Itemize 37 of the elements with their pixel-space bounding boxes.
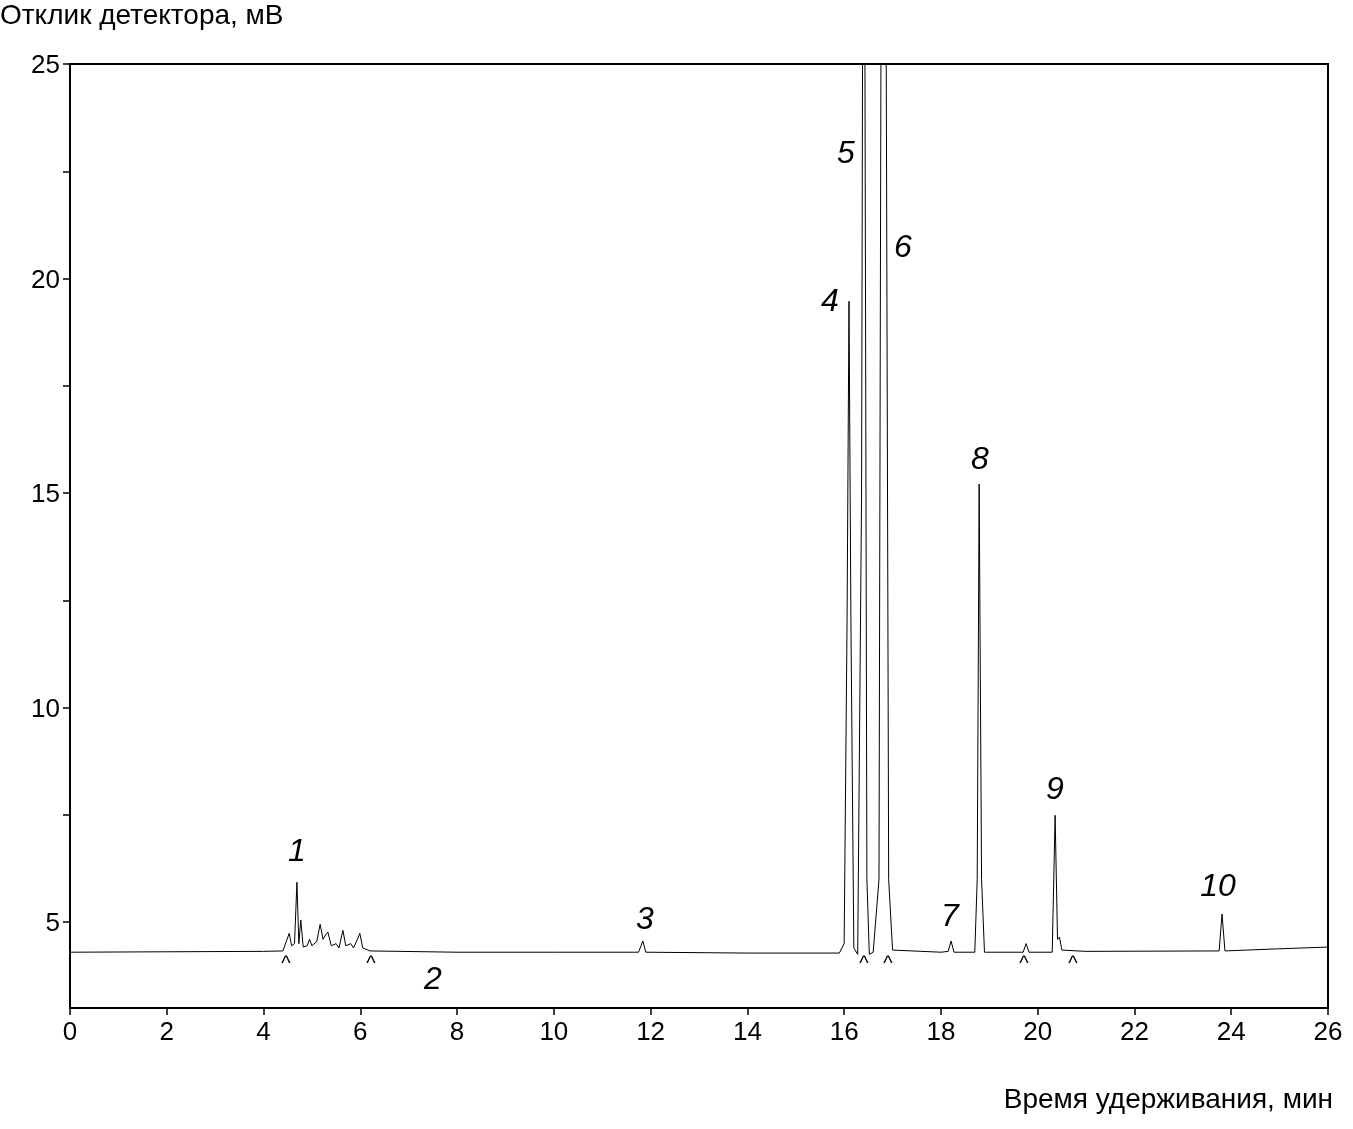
x-tick-label: 20: [1023, 1016, 1053, 1046]
x-tick-label: 6: [353, 1016, 368, 1046]
annotation: ^: [883, 952, 894, 974]
x-tick-label: 16: [829, 1016, 859, 1046]
annotation: 9: [1046, 770, 1065, 806]
annotation: ^: [1019, 952, 1030, 974]
x-tick-label: 8: [449, 1016, 465, 1046]
x-tick-label: 2: [159, 1016, 174, 1046]
y-tick-label: 25: [31, 49, 60, 79]
annotation: ^: [366, 952, 377, 974]
x-tick-label: 0: [62, 1016, 78, 1046]
annotation: 4: [821, 282, 839, 318]
annotation: 5: [837, 134, 856, 170]
annotation: 7: [941, 897, 961, 933]
annotation: 2: [423, 960, 443, 996]
x-tick-label: 18: [926, 1016, 956, 1046]
x-tick-label: 22: [1120, 1016, 1149, 1046]
annotation: 10: [1200, 867, 1236, 903]
annotation: ^: [1068, 952, 1079, 974]
annotation: 8: [971, 440, 990, 476]
y-tick-label: 20: [31, 263, 60, 294]
annotation: 1: [288, 832, 306, 868]
annotation: ^: [281, 952, 292, 974]
annotation: 6: [894, 228, 913, 264]
x-tick-label: 4: [256, 1016, 271, 1046]
x-tick-label: 14: [732, 1016, 762, 1046]
x-tick-label: 24: [1216, 1016, 1246, 1046]
y-tick-label: 5: [45, 907, 60, 938]
x-tick-label: 10: [539, 1016, 569, 1046]
x-tick-label: 26: [1313, 1016, 1343, 1046]
annotation: ^: [859, 952, 870, 974]
x-tick-label: 12: [636, 1016, 666, 1046]
y-tick-label: 15: [31, 478, 60, 509]
y-tick-label: 10: [31, 692, 60, 723]
annotation: 3: [636, 900, 655, 936]
y-axis-title: Отклик детектора, мВ: [0, 0, 284, 30]
x-axis-title: Время удерживания, мин: [1003, 1082, 1333, 1114]
